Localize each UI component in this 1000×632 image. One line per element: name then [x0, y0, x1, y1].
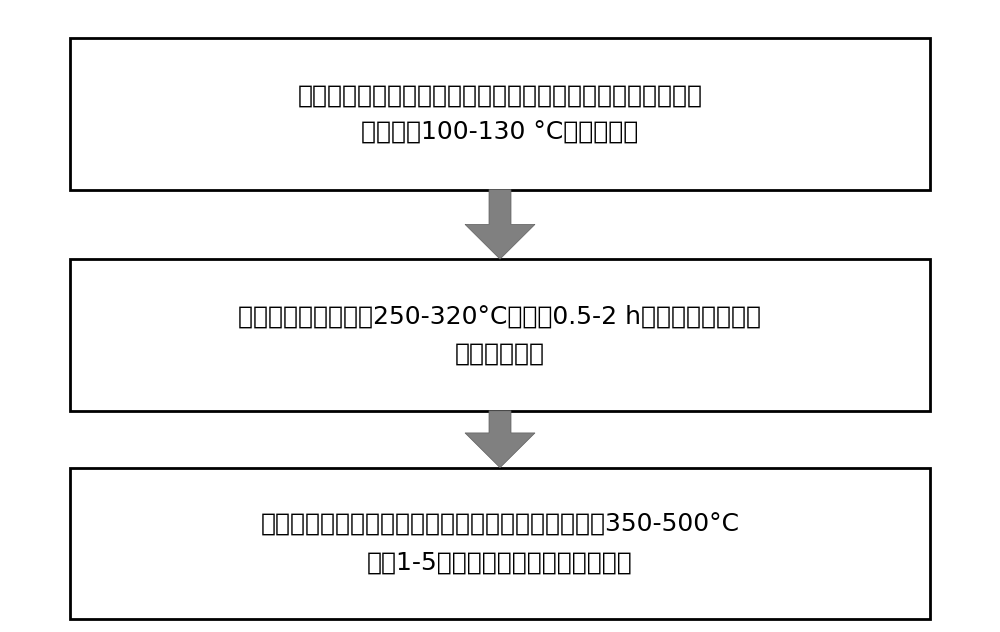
Bar	[70, 468, 930, 619]
Text: 将得到的三元纳米晶载碳，随后在还原性气氛下，在350-500°C
退火1-5小时，得到有序三元纳米粒子: 将得到的三元纳米晶载碳，随后在还原性气氛下，在350-500°C 退火1-5小时…	[260, 513, 740, 574]
Polygon shape	[465, 190, 535, 259]
Bar	[70, 259, 930, 411]
Polygon shape	[465, 411, 535, 468]
Bar	[70, 38, 930, 190]
Text: 上述溶液缓慢加热到250-320°C，反应0.5-2 h。离心、洗涤后得
到三元纳米晶: 上述溶液缓慢加热到250-320°C，反应0.5-2 h。离心、洗涤后得 到三元…	[239, 305, 762, 365]
Text: 将铂盐、过渡金属盐以及低熔点金属盐按一定比例加入到有机
胺中，在100-130 °C溶解分散；: 将铂盐、过渡金属盐以及低熔点金属盐按一定比例加入到有机 胺中，在100-130 …	[298, 83, 702, 144]
